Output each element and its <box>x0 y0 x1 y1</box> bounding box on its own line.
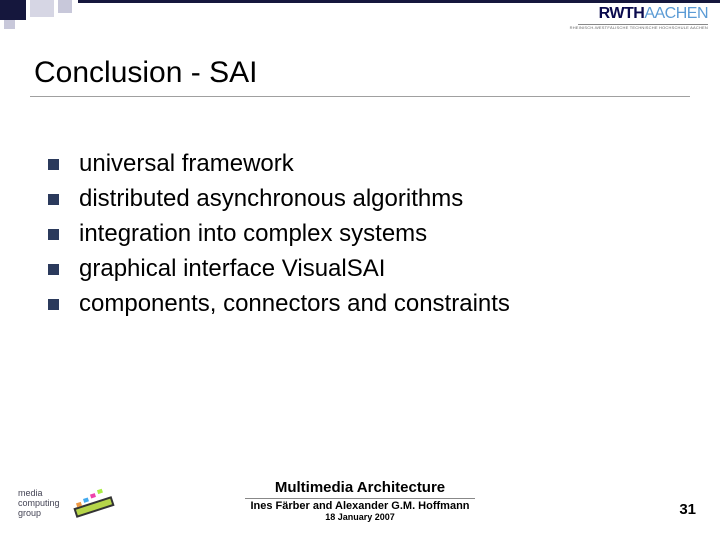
deco-bar <box>78 0 720 3</box>
logo-subtitle: RHEINISCH-WESTFÄLISCHE TECHNISCHE HOCHSC… <box>570 25 708 30</box>
list-item: universal framework <box>48 150 510 178</box>
list-item: components, connectors and constraints <box>48 290 510 318</box>
media-computing-logo: media computing group <box>18 484 118 524</box>
bullet-marker-icon <box>48 159 59 170</box>
slide-title: Conclusion - SAI <box>34 56 257 90</box>
bullet-text: components, connectors and constraints <box>79 290 510 318</box>
list-item: graphical interface VisualSAI <box>48 255 510 283</box>
mc-line3: group <box>18 509 60 519</box>
filmstrip-icon <box>68 484 118 524</box>
bullet-text: distributed asynchronous algorithms <box>79 185 463 213</box>
deco-square <box>4 20 15 29</box>
bullet-marker-icon <box>48 264 59 275</box>
bullet-list: universal framework distributed asynchro… <box>48 150 510 325</box>
deco-square <box>30 0 54 17</box>
bullet-marker-icon <box>48 299 59 310</box>
deco-square <box>58 0 72 13</box>
bullet-marker-icon <box>48 229 59 240</box>
bullet-marker-icon <box>48 194 59 205</box>
title-underline <box>30 96 690 97</box>
bullet-text: graphical interface VisualSAI <box>79 255 385 283</box>
page-number: 31 <box>679 501 696 518</box>
list-item: integration into complex systems <box>48 220 510 248</box>
rwth-logo: RWTHAACHEN RHEINISCH-WESTFÄLISCHE TECHNI… <box>570 5 708 30</box>
mc-logo-text: media computing group <box>18 489 60 519</box>
logo-part2: AACHEN <box>644 5 708 22</box>
bullet-text: integration into complex systems <box>79 220 427 248</box>
list-item: distributed asynchronous algorithms <box>48 185 510 213</box>
logo-part1: RWTH <box>599 5 645 22</box>
bullet-text: universal framework <box>79 150 294 178</box>
deco-square <box>0 0 26 20</box>
footer-underline <box>245 498 475 499</box>
